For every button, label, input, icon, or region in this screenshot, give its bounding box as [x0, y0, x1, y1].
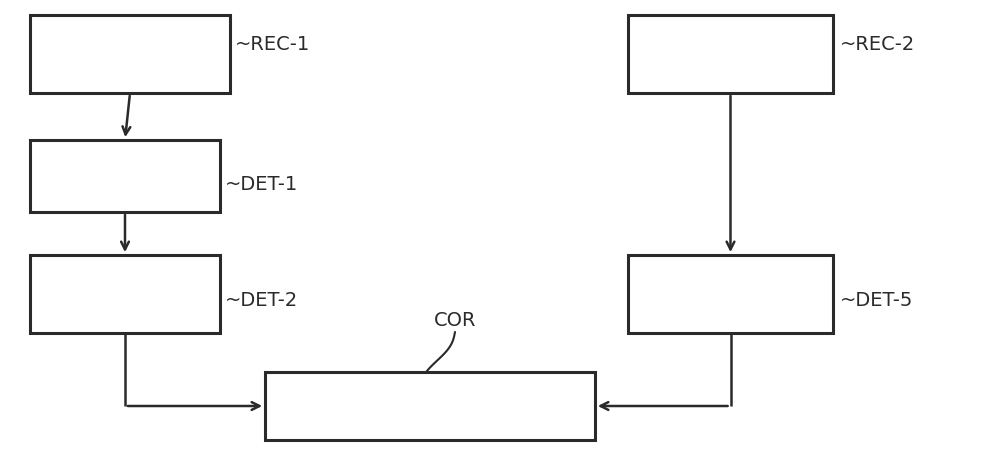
- Bar: [30, 140, 220, 212]
- Bar: [628, 255, 833, 333]
- Text: ~REC-2: ~REC-2: [840, 35, 915, 54]
- Text: ~DET-2: ~DET-2: [225, 291, 298, 310]
- Text: ~DET-1: ~DET-1: [225, 175, 298, 194]
- Text: ~REC-1: ~REC-1: [235, 35, 310, 54]
- Bar: [265, 372, 595, 440]
- Text: COR: COR: [434, 311, 476, 330]
- Bar: [628, 15, 833, 93]
- Text: ~DET-5: ~DET-5: [840, 291, 913, 310]
- Bar: [30, 15, 230, 93]
- Bar: [30, 255, 220, 333]
